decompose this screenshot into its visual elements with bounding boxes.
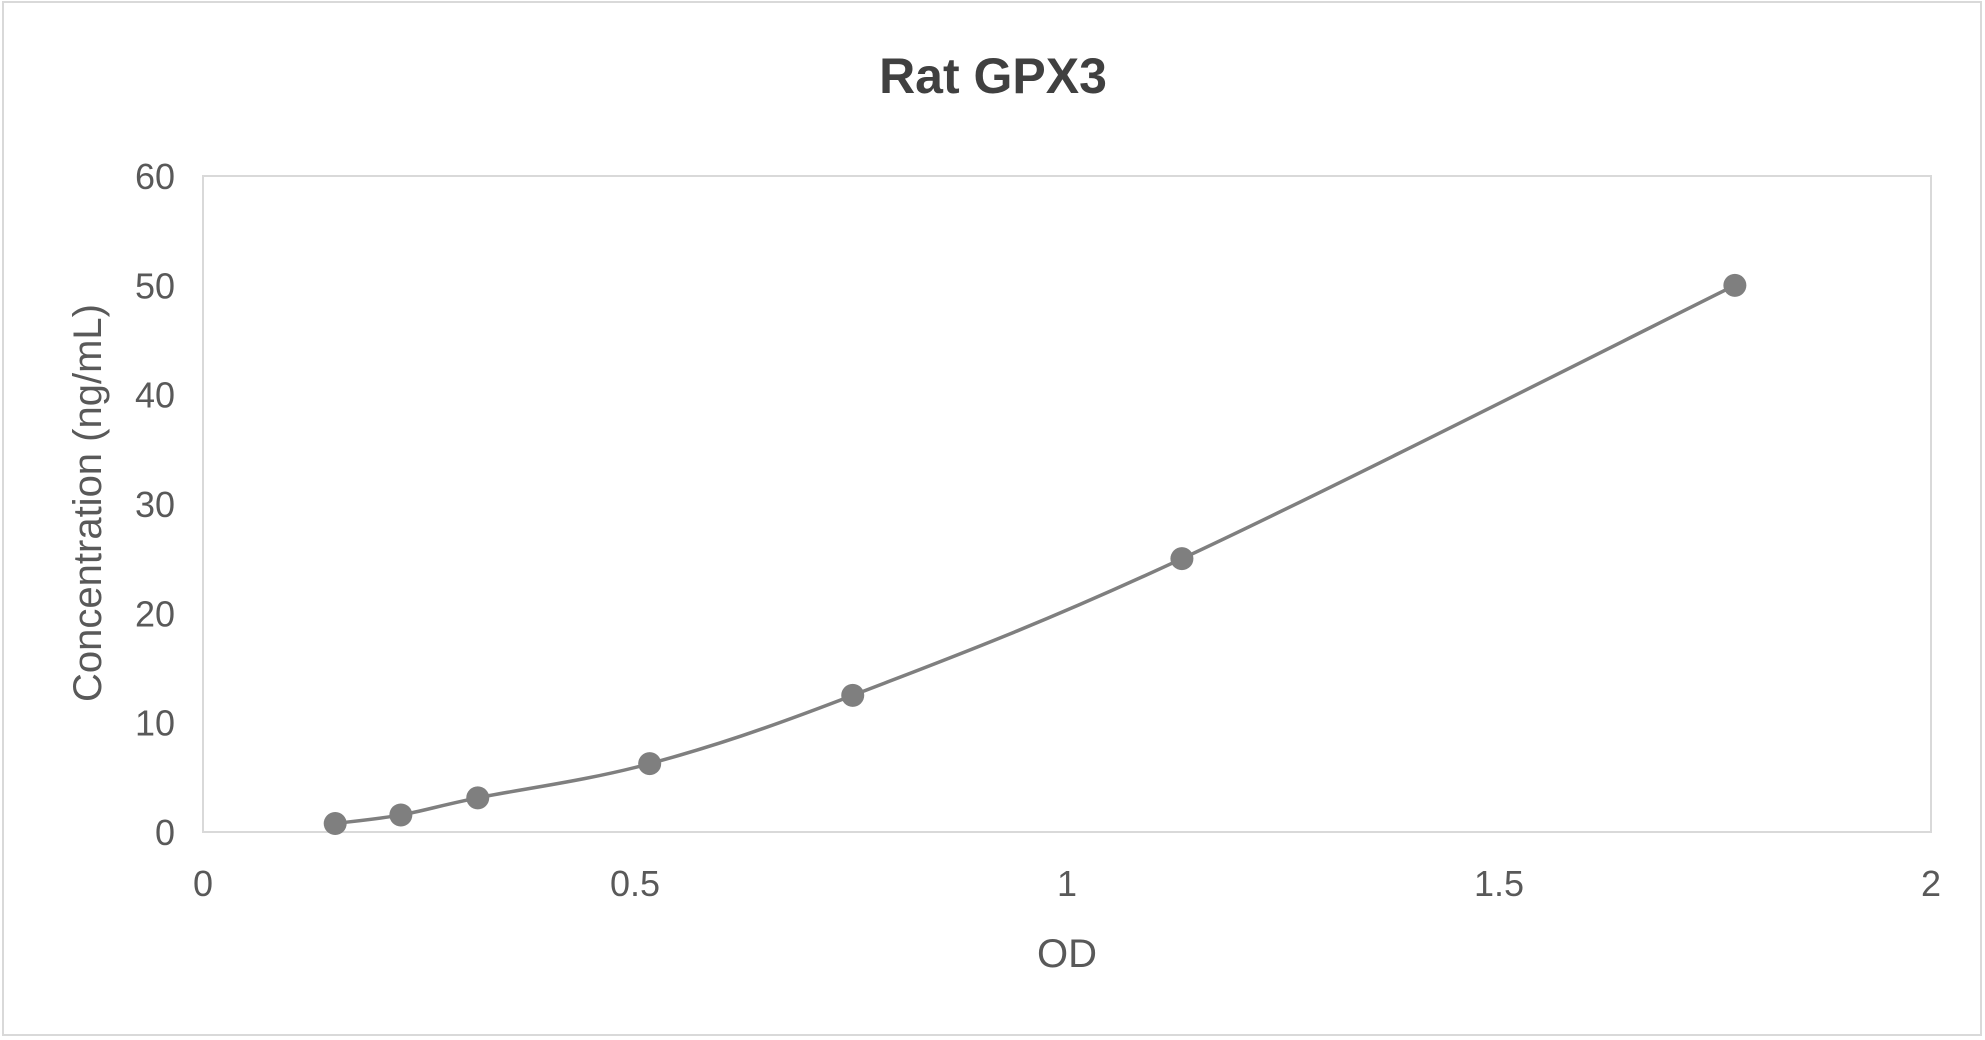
data-markers [323, 273, 1747, 835]
series-line [333, 283, 1737, 826]
data-point [1723, 273, 1747, 297]
y-tick-label: 60 [135, 156, 175, 197]
data-point [638, 752, 662, 776]
y-axis-label: Concentration (ng/mL) [66, 304, 110, 702]
y-tick-label: 10 [135, 703, 175, 744]
y-tick-label: 20 [135, 593, 175, 634]
data-point [1170, 547, 1194, 571]
y-axis-ticks: 0 10 20 30 40 50 60 [135, 156, 175, 853]
x-tick-label: 0 [193, 863, 213, 904]
x-tick-label: 1 [1057, 863, 1077, 904]
chart-title: Rat GPX3 [879, 48, 1107, 104]
y-tick-label: 50 [135, 265, 175, 306]
y-tick-label: 30 [135, 484, 175, 525]
data-point [841, 683, 865, 707]
y-tick-label: 40 [135, 375, 175, 416]
data-point [389, 803, 413, 827]
data-point [323, 811, 347, 835]
x-axis-ticks: 0 0.5 1 1.5 2 [193, 863, 1941, 904]
plot-area [202, 175, 1932, 833]
x-tick-label: 2 [1921, 863, 1941, 904]
data-point [466, 786, 490, 810]
y-tick-label: 0 [155, 812, 175, 853]
x-tick-label: 1.5 [1474, 863, 1524, 904]
x-tick-label: 0.5 [610, 863, 660, 904]
x-axis-label: OD [1037, 932, 1097, 976]
